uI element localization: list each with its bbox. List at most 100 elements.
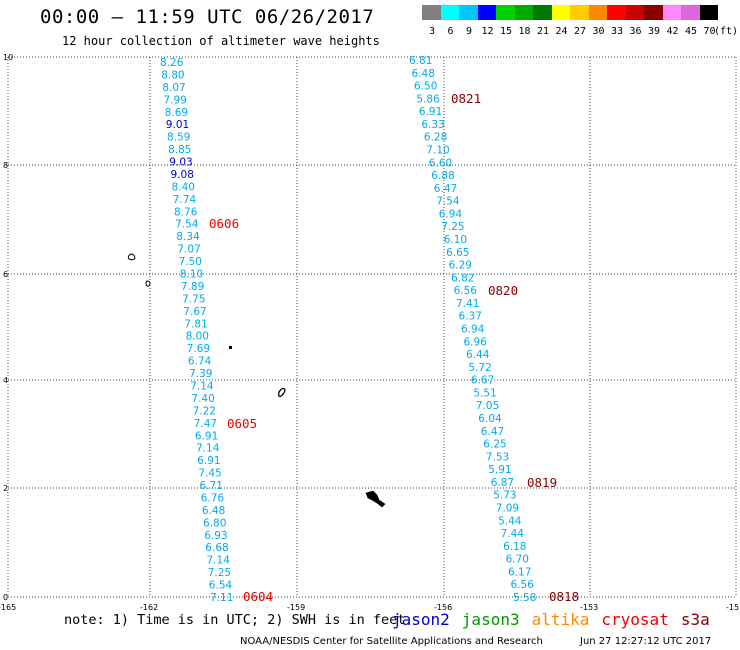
y-tick-label: 4: [3, 376, 8, 385]
colorbar-swatch: [570, 5, 589, 20]
colorbar-unit: (ft): [714, 26, 739, 37]
wave-height-value: 7.89: [181, 281, 204, 293]
altimeter-track-east: 6.816.486.505.866.916.336.287.106.606.88…: [409, 55, 536, 604]
pass-time-label: 0604: [243, 589, 273, 604]
colorbar-swatch: [422, 5, 441, 20]
wave-height-value: 7.54: [436, 196, 460, 208]
map-grid: [7, 56, 737, 598]
wave-height-value: 8.26: [160, 57, 184, 69]
pass-time-label: 0606: [209, 216, 239, 231]
x-tick-label: -153: [580, 603, 598, 612]
pass-time-label: 0818: [549, 589, 579, 604]
wave-height-value: 6.47: [481, 426, 504, 438]
colorbar-swatch: [459, 5, 478, 20]
colorbar-label: 33: [610, 26, 624, 37]
wave-height-value: 6.04: [478, 413, 502, 425]
wave-height-value: 6.50: [414, 81, 437, 93]
wave-height-value: 6.17: [508, 566, 531, 578]
wave-height-value: 6.10: [444, 234, 467, 246]
wave-height-value: 6.33: [421, 119, 444, 131]
wave-height-value: 7.25: [208, 567, 231, 579]
legend-entry-cryosat: cryosat: [601, 610, 669, 629]
colorbar-label: 12: [481, 26, 494, 37]
page-subtitle: 12 hour collection of altimeter wave hei…: [62, 34, 380, 48]
pass-time-label: 0819: [527, 475, 557, 490]
wave-height-value: 6.70: [506, 554, 529, 566]
y-tick-label: 6: [3, 270, 8, 279]
island-shape: [365, 490, 386, 508]
wave-height-value: 6.48: [412, 68, 435, 80]
wave-height-value: 5.86: [416, 93, 440, 105]
wave-height-value: 7.53: [486, 451, 509, 463]
wave-height-value: 6.44: [466, 349, 490, 361]
colorbar-swatch: [699, 5, 718, 20]
pass-time-label: 0821: [451, 91, 481, 106]
wave-height-value: 6.18: [503, 541, 526, 553]
wave-height-value: 6.82: [451, 272, 474, 284]
wave-height-value: 6.87: [491, 477, 514, 489]
wave-height-value: 7.22: [193, 405, 216, 417]
wave-height-value: 8.10: [180, 269, 203, 281]
wave-height-value: 6.60: [429, 157, 452, 169]
island-shape: [278, 387, 286, 398]
island-shape: [127, 253, 136, 261]
wave-height-value: 8.85: [168, 144, 191, 156]
page-title: 00:00 – 11:59 UTC 06/26/2017: [40, 6, 375, 28]
wave-height-value: 5.91: [488, 464, 511, 476]
wave-height-value: 6.29: [449, 260, 472, 272]
pass-time-label: 0820: [488, 283, 518, 298]
colorbar-label: 3: [428, 26, 436, 37]
wave-height-value: 7.10: [426, 145, 449, 157]
colorbar-label: 6: [447, 26, 454, 37]
wave-height-value: 6.28: [424, 132, 447, 144]
wave-height-value: 6.65: [446, 247, 469, 259]
y-tick-label: 8: [3, 161, 8, 170]
colorbar-swatch: [477, 5, 496, 20]
colorbar-swatch: [607, 5, 626, 20]
y-tick-label: 0: [3, 593, 8, 602]
colorbar-swatch: [533, 5, 552, 20]
colorbar-label: 27: [573, 26, 587, 37]
wave-height-value: 6.74: [188, 356, 212, 368]
wave-height-value: 6.71: [200, 480, 223, 492]
colorbar-swatch: [625, 5, 644, 20]
legend-entry-jason2: jason2: [392, 610, 450, 629]
wave-height-value: 5.58: [513, 592, 536, 604]
axis-ticks: -165 -162 -159 -156 -153 -15 0 2 4 6 8 10: [0, 53, 739, 612]
wave-height-value: 7.74: [173, 194, 197, 206]
colorbar-label: 45: [684, 26, 698, 37]
wave-height-value: 8.34: [176, 231, 200, 243]
legend-entry-s3a: s3a: [680, 610, 710, 629]
wave-height-value: 6.91: [419, 106, 442, 118]
x-tick-label: -156: [434, 603, 452, 612]
wave-height-value: 6.81: [409, 55, 432, 67]
wave-height-value: 8.00: [186, 331, 209, 343]
altimeter-track-west: 8.268.808.077.998.699.018.598.859.039.08…: [160, 57, 233, 604]
wave-height-value: 7.99: [164, 94, 187, 106]
wave-height-value: 7.40: [191, 393, 214, 405]
colorbar-label: 39: [647, 26, 661, 37]
legend-entry-altika: altika: [531, 610, 590, 629]
legend-entry-jason3: jason3: [461, 610, 520, 629]
satellite-legend: jason2 jason3 altika cryosat s3a: [392, 610, 722, 629]
wave-height-value: 7.69: [187, 343, 210, 355]
colorbar-swatch: [496, 5, 515, 20]
colorbar-label: 30: [592, 26, 605, 37]
island-shape: [229, 346, 232, 349]
colorbar-swatch: [514, 5, 533, 20]
wave-height-value: 7.67: [183, 306, 206, 318]
wave-height-value: 6.88: [431, 170, 454, 182]
colorbar-label: 21: [536, 26, 550, 37]
wave-height-value: 7.81: [184, 318, 207, 330]
wave-height-value: 7.44: [501, 528, 525, 540]
x-tick-label: -159: [287, 603, 305, 612]
credit-line: NOAA/NESDIS Center for Satellite Applica…: [240, 636, 543, 647]
wave-height-value: 7.47: [194, 418, 217, 430]
wave-height-value: 8.07: [162, 82, 185, 94]
wave-height-value: 5.51: [473, 387, 496, 399]
colorbar-label: 9: [465, 26, 473, 37]
colorbar-swatch: [588, 5, 607, 20]
colorbar-label: 24: [555, 26, 568, 37]
colorbar-swatch: [440, 5, 459, 20]
